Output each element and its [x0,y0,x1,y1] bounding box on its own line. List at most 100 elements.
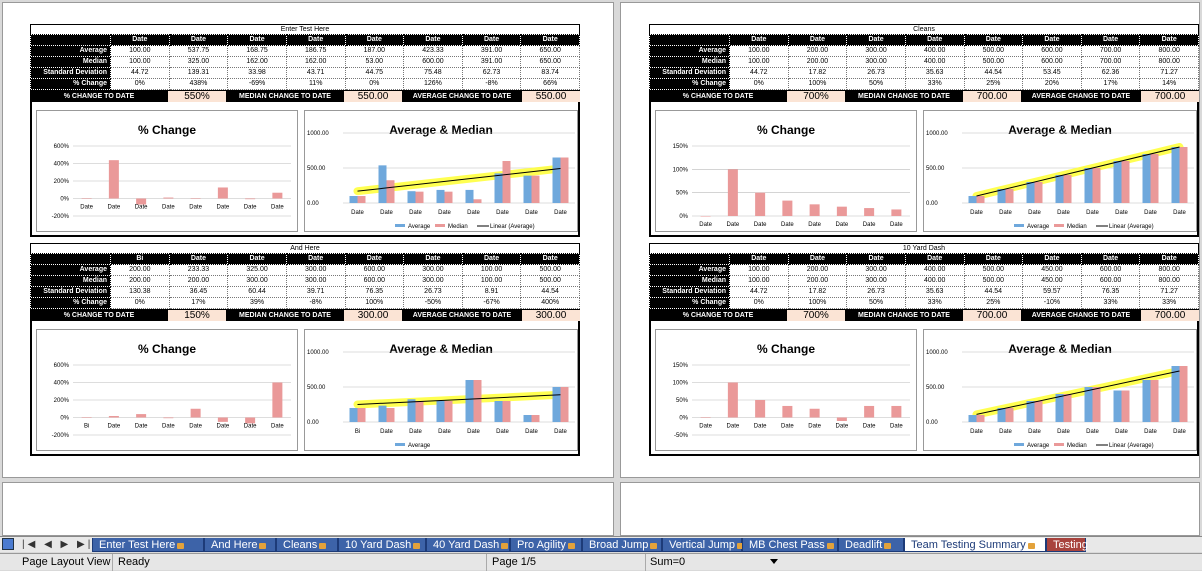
percent-change-bar[interactable] [136,414,147,418]
column-header[interactable]: Date [846,34,906,46]
data-cell[interactable]: 76.35 [1080,286,1141,298]
percent-change-bar[interactable] [782,200,793,216]
percent-change-bar[interactable] [891,405,902,418]
percent-change-bar[interactable] [809,204,820,216]
data-cell[interactable]: 36.45 [168,286,229,298]
column-header[interactable]: Date [403,253,463,265]
column-header[interactable]: Date [963,34,1024,46]
data-cell[interactable]: 500.00 [520,275,580,287]
average-bar[interactable] [1026,182,1035,203]
average-bar[interactable] [494,401,503,422]
sheet-tab[interactable]: 40 Yard Dash [426,538,510,552]
column-header[interactable]: Date [787,253,848,265]
data-cell[interactable]: -10% [1022,297,1082,309]
data-cell[interactable]: 44.54 [963,67,1024,79]
median-change-value[interactable]: 550.00 [344,90,402,102]
column-header[interactable]: Date [168,34,229,46]
average-bar[interactable] [1171,147,1180,203]
column-header[interactable]: Date [344,34,405,46]
data-cell[interactable]: 100.00 [461,264,522,276]
data-cell[interactable]: 0% [729,78,789,90]
data-cell[interactable]: 325.00 [168,56,229,68]
data-cell[interactable]: 26.73 [846,286,906,298]
sheet-tab[interactable]: Cleans [276,538,338,552]
data-cell[interactable]: 300.00 [846,45,906,57]
data-cell[interactable]: 600.00 [1022,56,1082,68]
sheet-tab[interactable]: And Here [204,538,276,552]
data-cell[interactable]: 500.00 [963,45,1024,57]
data-cell[interactable]: 100.00 [461,275,522,287]
data-cell[interactable]: 53.45 [1022,67,1082,79]
percent-change-bar[interactable] [81,198,92,200]
data-cell[interactable]: 500.00 [963,275,1024,287]
average-change-label[interactable]: AVERAGE CHANGE TO DATE [1031,92,1131,100]
data-cell[interactable]: 25% [963,78,1024,90]
column-header[interactable]: Date [729,253,789,265]
data-cell[interactable]: 126% [403,78,463,90]
percent-change-chart[interactable]: % Change 600% 400% 200% 0% -200% Date Date Date D… [36,110,298,232]
data-cell[interactable]: 50% [846,297,906,309]
median-change-value[interactable]: 700.00 [963,309,1021,321]
sheet-tab[interactable]: Deadlift [838,538,904,552]
column-header[interactable]: Date [285,253,346,265]
median-bar[interactable] [502,401,511,422]
average-median-chart[interactable]: Average & Median 1000.00 500.00 0.00 Date Dat… [304,110,578,232]
column-header[interactable]: Date [729,34,789,46]
median-bar[interactable] [1005,408,1014,422]
change-label[interactable]: % CHANGE TO DATE [682,311,754,319]
data-cell[interactable]: 83.74 [520,67,580,79]
column-header[interactable]: Date [1139,34,1199,46]
sheet-tab[interactable]: Testing [1046,538,1088,552]
sum-readout[interactable]: Sum=0 [650,556,686,568]
column-header[interactable]: Bi [110,253,170,265]
average-bar[interactable] [378,165,387,203]
average-bar[interactable] [523,415,532,422]
median-bar[interactable] [1150,154,1159,203]
block-title[interactable]: And Here [30,243,580,253]
data-cell[interactable]: 62.36 [1080,67,1141,79]
column-header[interactable]: Date [787,34,848,46]
column-header[interactable]: Date [904,34,965,46]
data-cell[interactable]: 325.00 [227,264,287,276]
median-bar[interactable] [1121,390,1130,423]
average-median-chart[interactable]: Average & Median 1000.00 500.00 0.00 Date Dat… [923,110,1197,232]
data-cell[interactable]: 26.73 [403,286,463,298]
data-cell[interactable]: 650.00 [520,45,580,57]
sheet-tab[interactable]: Enter Test Here [92,538,204,552]
data-cell[interactable]: 200.00 [787,45,848,57]
percent-change-bar[interactable] [136,198,147,205]
average-bar[interactable] [523,175,532,203]
data-cell[interactable]: 50% [846,78,906,90]
data-cell[interactable]: 44.72 [110,67,170,79]
median-bar[interactable] [357,408,366,422]
data-cell[interactable]: 35.63 [904,67,965,79]
data-cell[interactable]: 450.00 [1022,275,1082,287]
row-label[interactable]: Standard Deviation [649,67,730,79]
average-bar[interactable] [552,387,561,422]
row-label[interactable]: Average [649,264,730,276]
data-cell[interactable]: 500.00 [520,264,580,276]
data-cell[interactable]: 200.00 [110,264,170,276]
block-title[interactable]: Cleans [649,24,1199,34]
sheet-tab[interactable]: Broad Jump [582,538,662,552]
data-cell[interactable]: 186.75 [285,45,346,57]
data-cell[interactable]: 200.00 [168,275,229,287]
column-header[interactable]: Date [227,34,287,46]
column-header[interactable]: Date [1139,253,1199,265]
data-cell[interactable]: 100.00 [110,45,170,57]
median-bar[interactable] [1121,161,1130,203]
data-cell[interactable]: 33% [904,297,965,309]
data-cell[interactable]: 33% [1080,297,1141,309]
percent-change-bar[interactable] [163,197,174,199]
data-cell[interactable]: 300.00 [285,275,346,287]
change-value[interactable]: 150% [168,309,226,321]
block-title[interactable]: Enter Test Here [30,24,580,34]
column-header[interactable]: Date [520,34,580,46]
column-header[interactable]: Date [227,253,287,265]
percent-change-bar[interactable] [190,408,201,418]
data-cell[interactable]: 800.00 [1139,275,1199,287]
average-bar[interactable] [1113,390,1122,423]
data-cell[interactable]: 100.00 [729,275,789,287]
data-cell[interactable]: 300.00 [846,264,906,276]
data-cell[interactable]: 300.00 [285,264,346,276]
